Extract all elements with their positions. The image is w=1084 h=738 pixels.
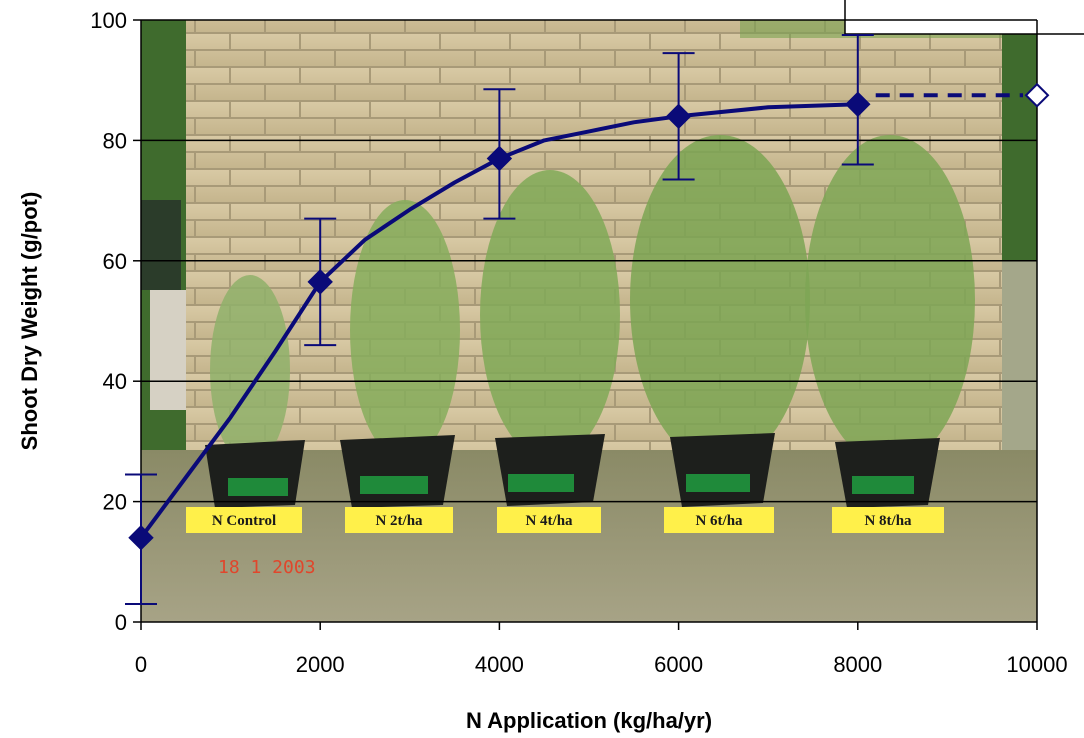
photo-sign-labels: N Control N 2t/ha N 4t/ha N 6t/ha N 8t/h… (186, 507, 944, 533)
background-photo: N Control N 2t/ha N 4t/ha N 6t/ha N 8t/h… (141, 20, 1037, 622)
pots (205, 433, 940, 508)
x-axis-title: N Application (kg/ha/yr) (466, 708, 712, 733)
sign-label-4t: N 4t/ha (525, 513, 573, 529)
plant-clumps (210, 135, 975, 465)
y-tick-label: 100 (90, 8, 127, 33)
gridlines (141, 139, 1037, 503)
data-point (128, 525, 154, 551)
x-tick-label: 8000 (833, 652, 882, 677)
x-tick-labels: 0 2000 4000 6000 8000 10000 (135, 652, 1068, 677)
y-tick-labels: 0 20 40 60 80 100 (90, 8, 127, 635)
y-tick-label: 0 (115, 610, 127, 635)
projection-point (1024, 82, 1050, 108)
sign-label-8t: N 8t/ha (864, 513, 912, 529)
y-tick-label: 20 (103, 490, 127, 515)
sign-label-2t: N 2t/ha (375, 513, 423, 529)
y-tick-label: 40 (103, 369, 127, 394)
legend-box (844, 0, 1084, 35)
sign-label-6t: N 6t/ha (695, 513, 743, 529)
data-point (665, 103, 692, 130)
y-tick-label: 80 (103, 128, 127, 153)
y-tick-label: 60 (103, 249, 127, 274)
data-point (845, 91, 871, 117)
series-line (139, 102, 858, 539)
x-tick-label: 4000 (475, 652, 524, 677)
x-tick-label: 10000 (1006, 652, 1067, 677)
x-tick-label: 0 (135, 652, 147, 677)
data-point (486, 145, 513, 172)
y-axis-title: Shoot Dry Weight (g/pot) (17, 192, 42, 451)
data-point (307, 269, 333, 295)
sign-label-control: N Control (212, 513, 276, 529)
series-layer (125, 34, 1050, 605)
x-tick-label: 2000 (296, 652, 345, 677)
photo-date-stamp: 18 1 2003 (218, 557, 316, 578)
x-tick-label: 6000 (654, 652, 703, 677)
